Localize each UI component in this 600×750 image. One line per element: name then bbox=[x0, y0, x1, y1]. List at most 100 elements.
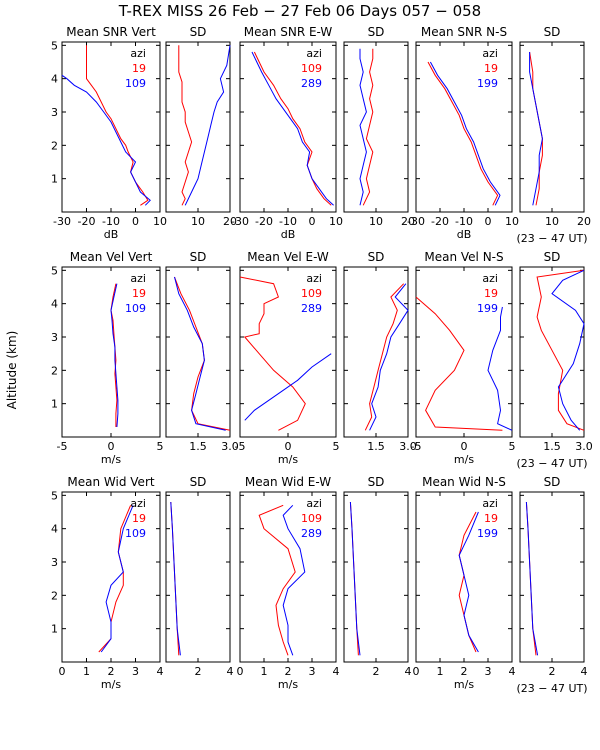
y-tick-label: 3 bbox=[51, 556, 58, 569]
x-tick-label: -10 bbox=[455, 215, 473, 228]
x-tick-label: 0 bbox=[59, 665, 66, 678]
series-line-199 bbox=[487, 306, 513, 431]
x-tick-label: 3 bbox=[309, 665, 316, 678]
x-tick-label: 20 bbox=[577, 215, 591, 228]
y-tick-label: 1 bbox=[51, 173, 58, 186]
x-tick-label: -10 bbox=[102, 215, 120, 228]
series-line-199 bbox=[525, 501, 539, 656]
series-line-109 bbox=[61, 74, 151, 206]
legend-entry: 289 bbox=[301, 302, 322, 315]
ut-label-row-1: (23 − 47 UT) bbox=[516, 232, 587, 245]
x-tick-label: 0 bbox=[108, 440, 115, 453]
panel-12: SD 1.5 3.0 bbox=[519, 250, 593, 453]
x-tick-label: 3 bbox=[485, 665, 492, 678]
y-tick-label: 4 bbox=[51, 523, 58, 536]
panel-title: Mean SNR E-W bbox=[244, 25, 333, 39]
series-line-199 bbox=[551, 269, 585, 431]
legend-title: azi bbox=[306, 272, 322, 285]
legend-entry: 19 bbox=[132, 62, 146, 75]
panel-title: SD bbox=[190, 25, 207, 39]
panel-title: SD bbox=[368, 25, 385, 39]
x-tick-label: 1 bbox=[437, 665, 444, 678]
legend-entry: 109 bbox=[301, 512, 322, 525]
series-line-289 bbox=[359, 48, 367, 206]
panel-frame bbox=[165, 41, 231, 213]
panel-title: Mean SNR Vert bbox=[66, 25, 156, 39]
series-line-109 bbox=[258, 504, 296, 656]
panel-13: Mean Wid Vert 0 1 2 3 4 1 2 3 4 5 m/s azi 19 109 bbox=[51, 475, 164, 691]
series-line-289 bbox=[244, 353, 332, 421]
legend-entry: 19 bbox=[484, 287, 498, 300]
panel-4: SD 10 20 bbox=[343, 25, 415, 228]
legend-entry: 289 bbox=[301, 527, 322, 540]
panels: Mean SNR Vert-30 -20 -10 0 1012345dBazi19109… bbox=[51, 25, 593, 691]
panel-title: SD bbox=[190, 250, 207, 264]
x-tick-label: 2 bbox=[285, 665, 292, 678]
x-axis-label: m/s bbox=[454, 678, 474, 691]
panel-title: Mean Vel N-S bbox=[424, 250, 503, 264]
x-tick-label: -30 bbox=[407, 215, 425, 228]
x-tick-label: 5 bbox=[509, 440, 516, 453]
x-tick-label: 4 bbox=[405, 665, 412, 678]
x-tick-label: 4 bbox=[227, 665, 234, 678]
x-tick-label: 1.5 bbox=[543, 440, 561, 453]
legend-title: azi bbox=[482, 47, 498, 60]
x-tick-label: -20 bbox=[255, 215, 273, 228]
y-tick-label: 5 bbox=[51, 39, 58, 52]
x-axis-label: m/s bbox=[101, 678, 121, 691]
y-tick-label: 4 bbox=[51, 298, 58, 311]
panel-title: SD bbox=[368, 475, 385, 489]
series-line-19 bbox=[178, 45, 193, 206]
x-tick-label: 10 bbox=[191, 215, 205, 228]
x-tick-label: 3.0 bbox=[575, 440, 593, 453]
panel-6: SD 10 20 bbox=[519, 25, 591, 228]
y-tick-label: 2 bbox=[51, 589, 58, 602]
panel-title: Mean Wid Vert bbox=[67, 475, 154, 489]
x-tick-label: 10 bbox=[545, 215, 559, 228]
x-tick-label: 0 bbox=[309, 215, 316, 228]
x-tick-label: 10 bbox=[505, 215, 519, 228]
y-tick-label: 2 bbox=[51, 364, 58, 377]
panel-title: SD bbox=[190, 475, 207, 489]
panel-frame bbox=[343, 491, 409, 663]
x-tick-label: 1.5 bbox=[367, 440, 385, 453]
x-tick-label: -10 bbox=[279, 215, 297, 228]
panel-frame bbox=[519, 266, 585, 438]
x-tick-label: -30 bbox=[231, 215, 249, 228]
x-tick-label: 3.0 bbox=[399, 440, 417, 453]
panel-title: Mean Vel Vert bbox=[70, 250, 153, 264]
x-tick-label: 0 bbox=[461, 440, 468, 453]
series-line-19 bbox=[415, 296, 503, 431]
panel-frame bbox=[165, 491, 231, 663]
series-line-19 bbox=[174, 276, 231, 431]
y-tick-label: 3 bbox=[51, 331, 58, 344]
x-axis-label: m/s bbox=[101, 453, 121, 466]
legend-entry: 289 bbox=[301, 77, 322, 90]
legend-entry: 19 bbox=[132, 287, 146, 300]
x-axis-label: m/s bbox=[454, 453, 474, 466]
series-line-109 bbox=[364, 283, 405, 431]
ut-label-row-2: (23 − 47 UT) bbox=[516, 457, 587, 470]
x-tick-label: 3.0 bbox=[221, 440, 239, 453]
x-axis-label: m/s bbox=[278, 678, 298, 691]
x-tick-label: 0 bbox=[237, 665, 244, 678]
series-line-109 bbox=[110, 283, 119, 428]
y-tick-label: 5 bbox=[51, 264, 58, 277]
legend-entry: 199 bbox=[477, 77, 498, 90]
x-tick-label: 5 bbox=[333, 440, 340, 453]
panel-1: Mean SNR Vert -30 -20 -10 0 10 1 2 3 4 5 dB azi 19 109 bbox=[51, 25, 167, 241]
legend-title: azi bbox=[306, 47, 322, 60]
series-line-109 bbox=[100, 505, 134, 653]
panel-title: Mean Vel E-W bbox=[247, 250, 329, 264]
legend-title: azi bbox=[482, 272, 498, 285]
series-line-109 bbox=[170, 501, 181, 656]
x-tick-label: 2 bbox=[549, 665, 556, 678]
x-tick-label: 4 bbox=[509, 665, 516, 678]
y-tick-label: 1 bbox=[51, 623, 58, 636]
legend-entry: 199 bbox=[477, 302, 498, 315]
x-tick-label: 20 bbox=[401, 215, 415, 228]
legend-entry: 109 bbox=[125, 527, 146, 540]
y-tick-label: 5 bbox=[51, 489, 58, 502]
series-line-289 bbox=[349, 501, 361, 656]
series-line-109 bbox=[174, 276, 226, 431]
